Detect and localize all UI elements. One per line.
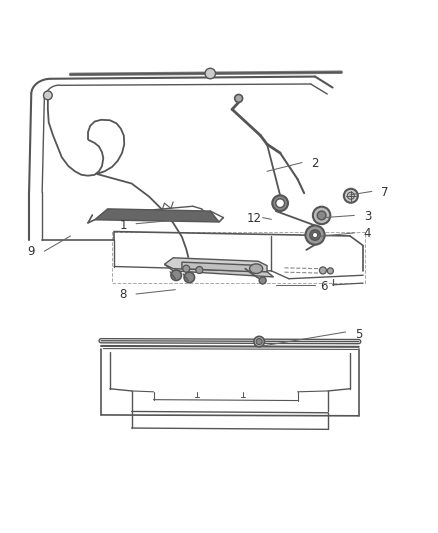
Text: 6: 6 [320, 280, 328, 293]
Text: 12: 12 [247, 212, 261, 225]
Polygon shape [95, 209, 219, 222]
Text: 9: 9 [28, 245, 35, 258]
Text: 1: 1 [119, 219, 127, 231]
Circle shape [259, 277, 266, 284]
Circle shape [305, 225, 325, 245]
Circle shape [317, 211, 326, 220]
Circle shape [171, 270, 181, 280]
Circle shape [276, 199, 285, 207]
Circle shape [184, 272, 194, 282]
Text: 5: 5 [355, 328, 362, 341]
Ellipse shape [250, 264, 263, 273]
Circle shape [310, 230, 320, 240]
Bar [112, 231, 365, 283]
Text: 2: 2 [311, 157, 319, 171]
Text: 3: 3 [364, 210, 371, 223]
Circle shape [196, 266, 203, 273]
Circle shape [313, 207, 330, 224]
Polygon shape [182, 262, 254, 272]
Polygon shape [164, 264, 274, 277]
Polygon shape [164, 258, 267, 272]
Circle shape [327, 268, 333, 274]
Text: 8: 8 [119, 288, 127, 301]
Circle shape [205, 68, 215, 79]
Circle shape [272, 195, 288, 211]
Circle shape [344, 189, 358, 203]
Text: 7: 7 [381, 186, 389, 199]
Circle shape [254, 336, 265, 347]
Circle shape [235, 94, 243, 102]
Circle shape [256, 338, 262, 345]
Circle shape [43, 91, 52, 100]
Circle shape [312, 232, 318, 238]
Circle shape [319, 267, 326, 274]
Circle shape [183, 265, 190, 272]
Text: 4: 4 [364, 227, 371, 240]
